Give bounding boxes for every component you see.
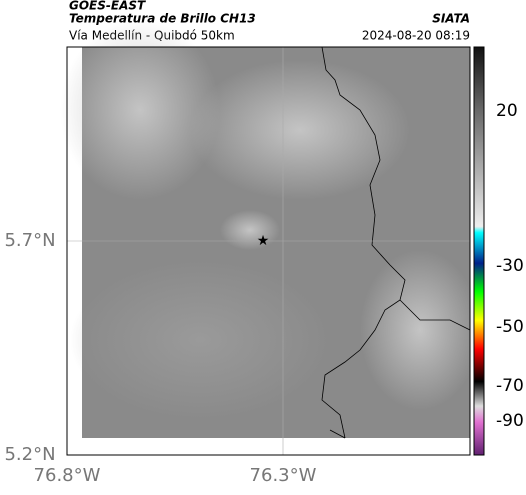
lat-label: 5.7°N [4,230,55,251]
agency: SIATA [432,12,470,26]
colorbar-ticks: 20 -30 -50 -70 -90 [496,101,524,431]
map-frame [66,46,471,456]
colorbar [473,46,485,456]
colorbar-label: -70 [496,376,524,396]
colorbar-label: 20 [496,101,518,121]
svg-text:★: ★ [257,233,270,249]
colorbar-label: -30 [496,256,524,276]
colorbar-label: -50 [496,317,524,337]
lat-label: 5.2°N [4,444,55,465]
product: Temperatura de Brillo CH13 [69,12,256,26]
satellite-image: ★ [60,20,480,455]
lon-label: 76.8°W [34,465,101,486]
colorbar-label: -90 [496,411,524,431]
satellite: GOES-EAST [69,0,146,13]
lon-label: 76.3°W [250,465,317,486]
timestamp: 2024-08-20 08:19 [362,29,470,43]
